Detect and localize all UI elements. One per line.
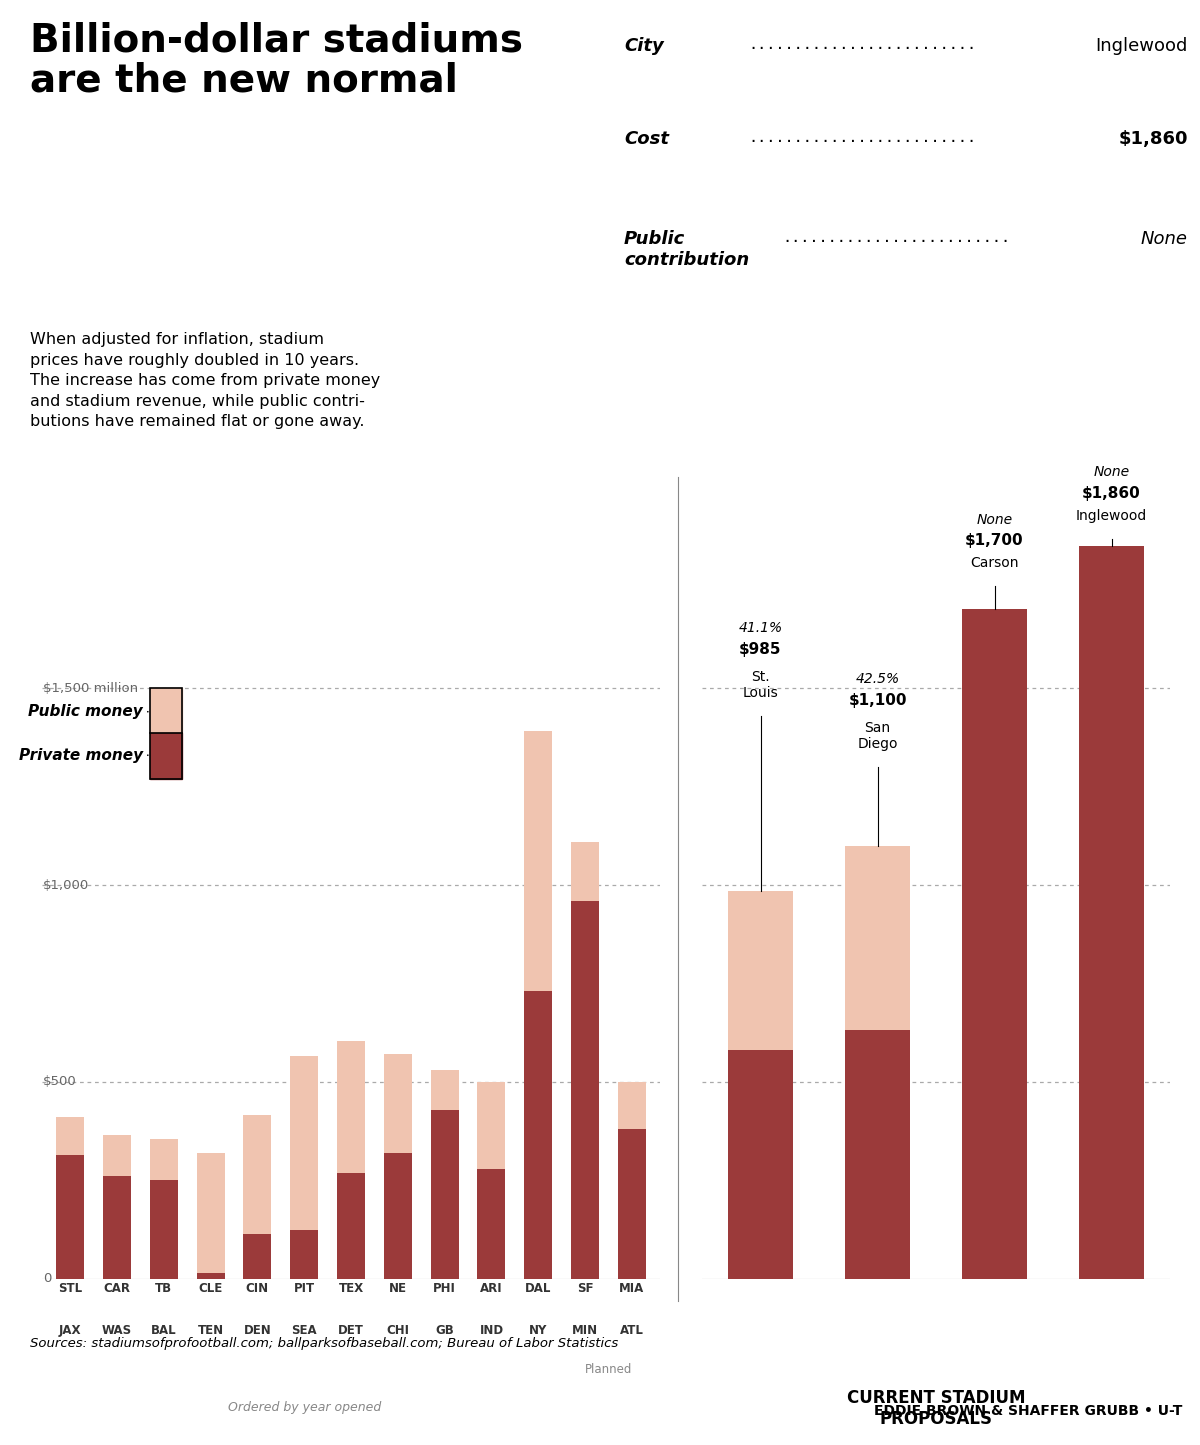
Bar [56, 1117, 84, 1155]
Bar [478, 1169, 505, 1279]
Text: None: None [1141, 230, 1188, 249]
Text: $985: $985 [739, 642, 781, 656]
Text: Inglewood: Inglewood [1096, 38, 1188, 55]
Bar [150, 734, 182, 779]
Bar [150, 1181, 178, 1279]
Bar [524, 991, 552, 1279]
Bar [431, 1110, 458, 1279]
Bar [244, 1234, 271, 1279]
Text: NY: NY [529, 1324, 547, 1337]
Bar [197, 1273, 224, 1279]
Text: .........................: ......................... [748, 38, 977, 52]
Text: $1,860: $1,860 [1118, 130, 1188, 149]
Text: City: City [624, 38, 664, 55]
Text: $500: $500 [43, 1075, 77, 1088]
Text: When adjusted for inflation, stadium
prices have roughly doubled in 10 years.
Th: When adjusted for inflation, stadium pri… [30, 332, 380, 429]
Bar [103, 1176, 131, 1279]
Text: SEA: SEA [292, 1324, 317, 1337]
Text: .........................: ......................... [782, 230, 1010, 244]
Bar [244, 1116, 271, 1234]
Text: Cost: Cost [624, 130, 670, 149]
Bar [962, 610, 1027, 1279]
Bar [384, 1055, 412, 1153]
Text: CHI: CHI [386, 1324, 409, 1337]
Text: .........................: ......................... [748, 130, 977, 146]
Bar [56, 1155, 84, 1279]
Bar [524, 731, 552, 991]
Bar [337, 1040, 365, 1172]
Text: None: None [1093, 465, 1129, 480]
Text: DEN: DEN [244, 1324, 271, 1337]
Bar [728, 892, 793, 1051]
Text: JAX: JAX [59, 1324, 82, 1337]
Text: EDDIE BROWN & SHAFFER GRUBB • U-T: EDDIE BROWN & SHAFFER GRUBB • U-T [874, 1405, 1182, 1419]
Text: Sources: stadiumsofprofootball.com; ballparksofbaseball.com; Bureau of Labor Sta: Sources: stadiumsofprofootball.com; ball… [30, 1338, 618, 1350]
Text: Billion-dollar stadiums
are the new normal: Billion-dollar stadiums are the new norm… [30, 22, 523, 100]
Text: 42.5%: 42.5% [856, 672, 900, 686]
Text: $1,860: $1,860 [1082, 486, 1141, 501]
Text: DET: DET [338, 1324, 364, 1337]
Text: MIN: MIN [572, 1324, 598, 1337]
Text: Carson: Carson [971, 556, 1019, 569]
Text: None: None [977, 513, 1013, 527]
Text: St.
Louis: St. Louis [743, 670, 779, 699]
Text: $1,700: $1,700 [965, 533, 1024, 549]
Text: Planned: Planned [584, 1364, 632, 1377]
Bar [845, 845, 910, 1030]
Bar [571, 842, 599, 900]
Text: BAL: BAL [151, 1324, 176, 1337]
Bar [337, 1172, 365, 1279]
Bar [197, 1153, 224, 1273]
Text: 0: 0 [43, 1273, 52, 1285]
Text: Public
contribution: Public contribution [624, 230, 749, 269]
Text: $1,500 million: $1,500 million [43, 682, 138, 695]
Text: Private money: Private money [18, 747, 143, 763]
Text: Inglewood: Inglewood [1076, 509, 1147, 523]
Text: TEN: TEN [198, 1324, 223, 1337]
Bar [150, 1139, 178, 1181]
Bar [431, 1071, 458, 1110]
Text: $1,000: $1,000 [43, 879, 89, 892]
Bar [845, 1030, 910, 1279]
Bar [103, 1136, 131, 1176]
Text: IND: IND [479, 1324, 504, 1337]
Bar [384, 1153, 412, 1279]
Bar [290, 1056, 318, 1230]
Bar [290, 1230, 318, 1279]
Bar [1079, 546, 1144, 1279]
Bar [478, 1082, 505, 1169]
Text: San
Diego: San Diego [857, 721, 898, 751]
Text: $1,100: $1,100 [848, 692, 907, 708]
Text: Ordered by year opened: Ordered by year opened [228, 1400, 380, 1413]
Text: WAS: WAS [102, 1324, 132, 1337]
Text: GB: GB [436, 1324, 454, 1337]
Bar [618, 1082, 646, 1129]
Text: ATL: ATL [620, 1324, 644, 1337]
Bar [728, 1051, 793, 1279]
Bar [618, 1129, 646, 1279]
Text: CURRENT STADIUM
PROPOSALS: CURRENT STADIUM PROPOSALS [847, 1389, 1025, 1428]
Bar [150, 688, 182, 779]
Text: 41.1%: 41.1% [738, 621, 782, 634]
Bar [150, 688, 182, 734]
Bar [571, 900, 599, 1279]
Text: Public money: Public money [28, 704, 143, 720]
